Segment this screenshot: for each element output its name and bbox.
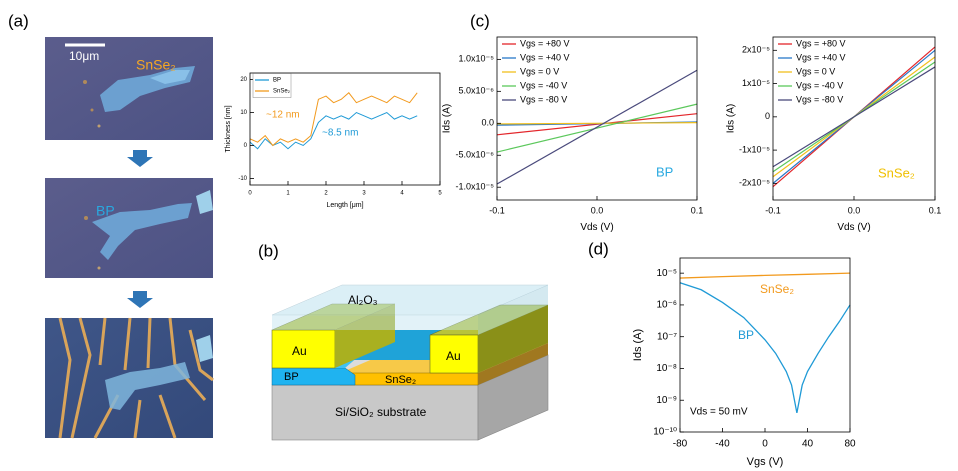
layer-label: Si/SiO₂ substrate [335, 405, 427, 419]
x-tick-label: 2 [324, 191, 328, 197]
series-label: BP [738, 328, 754, 342]
plot-frame [249, 72, 441, 186]
legend-label: Vgs = +80 V [520, 38, 570, 48]
x-tick-label: 0 [248, 191, 252, 197]
annotation: SnSe₂ [878, 165, 915, 180]
panel-label: (d) [588, 239, 609, 258]
x-tick-label: 0.0 [591, 205, 604, 215]
legend-label: Vgs = +40 V [520, 52, 570, 62]
data-line [772, 66, 936, 168]
x-tick-label: 0 [762, 439, 768, 450]
y-axis-label: Ids (A) [726, 104, 737, 133]
y-tick-label: 20 [240, 77, 247, 83]
data-line [496, 103, 698, 153]
layer-label: Au [292, 344, 307, 358]
layer-label: Al₂O₃ [348, 293, 378, 307]
legend-label: Vgs = +80 V [796, 38, 846, 48]
legend-label: Vgs = 0 V [796, 66, 835, 76]
y-tick-label: 10⁻⁵ [656, 268, 677, 279]
panel-label: (b) [258, 241, 279, 260]
data-line [679, 282, 851, 413]
y-tick-label: 10⁻⁷ [657, 331, 677, 342]
legend-label: Vgs = +40 V [796, 52, 846, 62]
y-tick-label: -1.0x10⁻⁵ [455, 182, 494, 192]
panel-label: (a) [8, 11, 29, 30]
legend-frame [252, 73, 292, 98]
data-line [496, 113, 698, 136]
data-line [496, 69, 698, 185]
series-label: SnSe₂ [760, 282, 794, 296]
annotation: Vds = 50 mV [690, 407, 748, 418]
y-tick-label: 10 [240, 110, 247, 116]
x-tick-label: 0.0 [848, 205, 861, 215]
data-line [496, 122, 698, 125]
y-tick-label: -2x10⁻⁵ [739, 178, 770, 188]
x-axis-label: Length [μm] [326, 202, 363, 209]
device-schematic: Au Au Al₂O₃ BP SnSe₂ Si/SiO₂ substrate [271, 284, 549, 441]
y-tick-label: 0 [244, 143, 248, 149]
x-axis-label: Vgs (V) [747, 456, 784, 468]
y-tick-label: 10⁻⁶ [656, 300, 677, 311]
x-axis-label: Vds (V) [580, 222, 613, 233]
y-axis-label: Ids (A) [632, 329, 644, 361]
legend-label: Vgs = -80 V [520, 94, 567, 104]
flake-label: SnSe₂ [136, 57, 176, 73]
x-tick-label: 0.1 [929, 205, 942, 215]
y-tick-label: -5.0x10⁻⁶ [456, 150, 495, 160]
legend-label: BP [273, 78, 281, 84]
y-tick-label: -10 [238, 176, 247, 182]
y-axis-label: Ids (A) [442, 104, 453, 133]
x-axis-label: Vds (V) [837, 222, 870, 233]
legend-label: Vgs = -80 V [796, 94, 843, 104]
x-tick-label: 80 [844, 439, 856, 450]
y-tick-label: 1.0x10⁻⁵ [458, 54, 494, 64]
annotation: ~8.5 nm [322, 128, 358, 139]
chart: -1.0x10⁻⁵ -5.0x10⁻⁶ 0.0 5.0x10⁻⁶ 1.0x10⁻⁵ -0.… [442, 36, 704, 233]
legend-label: SnSe₂ [273, 89, 291, 95]
layer-label: BP [284, 371, 299, 383]
y-tick-label: 2x10⁻⁵ [742, 45, 770, 55]
chart: -10 0 10 20 0 1 2 3 4 5 Length [μm] Thickness [nm] B… [225, 72, 442, 209]
micrograph: BP [45, 178, 213, 278]
y-tick-label: 10⁻¹⁰ [653, 427, 677, 438]
panel-label: (c) [470, 11, 490, 30]
annotation: BP [656, 164, 673, 179]
micrograph [45, 317, 214, 439]
x-tick-label: 4 [400, 191, 404, 197]
y-tick-label: 10⁻⁸ [656, 363, 677, 374]
flake-label: BP [96, 203, 115, 219]
x-tick-label: 3 [362, 191, 366, 197]
y-tick-label: 0.0 [481, 118, 494, 128]
arrow [127, 291, 153, 308]
legend-label: Vgs = 0 V [520, 66, 559, 76]
annotation: ~12 nm [266, 110, 300, 121]
layer-label: Au [446, 349, 461, 363]
data-line [249, 92, 418, 147]
arrow [127, 150, 153, 167]
x-tick-label: 5 [438, 191, 442, 197]
y-axis-label: Thickness [nm] [225, 105, 232, 152]
y-tick-label: 1x10⁻⁵ [742, 78, 770, 88]
y-tick-label: 0 [765, 111, 770, 121]
legend-label: Vgs = -40 V [520, 80, 567, 90]
legend-label: Vgs = -40 V [796, 80, 843, 90]
y-tick-label: 5.0x10⁻⁶ [459, 86, 495, 96]
x-tick-label: -40 [715, 439, 730, 450]
y-tick-label: 10⁻⁹ [656, 395, 677, 406]
micrograph: 10μm SnSe₂ [45, 37, 213, 140]
chart: -2x10⁻⁵ -1x10⁻⁵ 0 1x10⁻⁵ 2x10⁻⁵ -0.1 0.0 0.1 Vds… [726, 36, 942, 233]
data-line [249, 111, 418, 150]
y-tick-label: -1x10⁻⁵ [739, 144, 770, 154]
x-tick-label: -80 [673, 439, 688, 450]
x-tick-label: 0.1 [691, 205, 704, 215]
chart: 10⁻¹⁰ 10⁻⁹ 10⁻⁸ 10⁻⁷ 10⁻⁶ 10⁻⁵ -80 -40 0 40 80 Vgs … [632, 257, 856, 468]
x-tick-label: 40 [802, 439, 814, 450]
scale-bar-label: 10μm [69, 49, 99, 63]
x-tick-label: 1 [286, 191, 290, 197]
x-tick-label: -0.1 [489, 205, 505, 215]
x-tick-label: -0.1 [765, 205, 781, 215]
layer-label: SnSe₂ [385, 374, 416, 386]
data-line [679, 272, 851, 279]
